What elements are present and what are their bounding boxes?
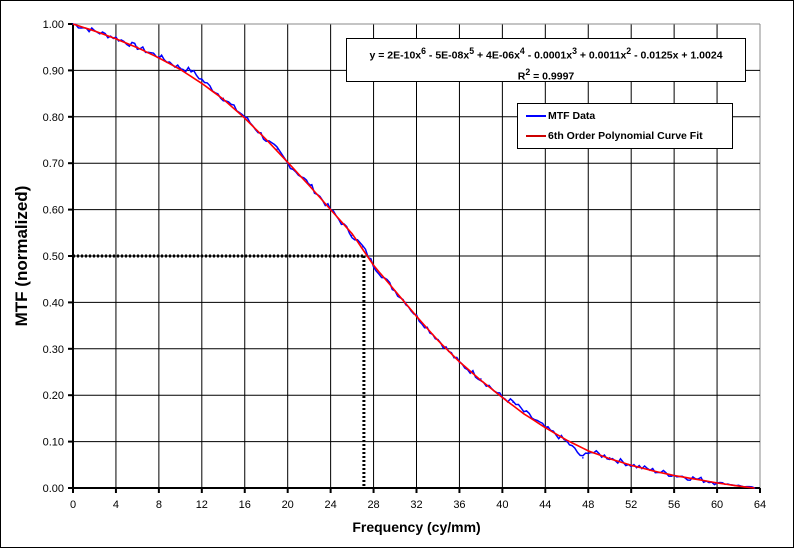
x-tick-label: 40 — [496, 499, 508, 511]
mtf-data-point — [190, 69, 192, 72]
eq-part: + 4E-06x — [474, 49, 520, 62]
x-tick-label: 20 — [282, 499, 294, 511]
eq-part: - 0.0001x — [524, 49, 573, 62]
x-tick-label: 64 — [754, 499, 766, 511]
x-axis-label: Frequency (cy/mm) — [352, 519, 480, 535]
y-tick-label: 0.90 — [43, 65, 64, 77]
legend-item-curve-fit: 6th Order Polynomial Curve Fit — [526, 130, 703, 142]
eq-part: - 0.0125x + 1.0024 — [631, 49, 723, 62]
x-tick-label: 24 — [325, 499, 337, 511]
eq-exp: 3 — [572, 46, 577, 56]
x-tick-label: 60 — [711, 499, 723, 511]
eq-part: y = 2E-10x — [369, 49, 422, 62]
y-tick-label: 0.50 — [43, 251, 64, 263]
r2-sup: 2 — [525, 66, 531, 77]
legend-swatch-red — [526, 135, 546, 137]
eq-part: - 5E-08x — [426, 49, 470, 62]
x-tick-label: 28 — [367, 499, 379, 511]
eq-exp: 4 — [519, 46, 525, 56]
eq-exp: 2 — [626, 46, 632, 56]
series-curve-fit-line — [72, 23, 755, 489]
r2-value: = 0.9997 — [530, 70, 575, 82]
trendline-equation-box: y = 2E-10x6 - 5E-08x5 + 4E-06x4 - 0.0001… — [346, 38, 746, 82]
y-tick-label: 0.10 — [43, 437, 64, 449]
x-tick-label: 12 — [196, 499, 208, 511]
x-tick-label: 16 — [239, 499, 251, 511]
r-squared-text: R2 = 0.9997 — [347, 64, 745, 85]
r2-prefix: R — [517, 70, 526, 82]
x-tick-label: 44 — [539, 499, 551, 511]
legend-label: MTF Data — [548, 110, 596, 122]
y-tick-label: 0.30 — [43, 344, 64, 356]
mtf-data-point — [512, 401, 514, 403]
y-tick-label: 0.20 — [43, 390, 64, 402]
x-tick-label: 4 — [113, 499, 119, 511]
mtf-data-point — [201, 78, 203, 81]
legend-item-mtf-data: MTF Data — [526, 110, 595, 122]
mtf-data-point — [362, 245, 364, 248]
y-tick-label: 1.00 — [43, 19, 64, 31]
eq-part: + 0.0011x — [576, 49, 627, 62]
x-tick-label: 0 — [70, 499, 76, 511]
x-tick-label: 8 — [156, 499, 162, 511]
mtf-data-point — [523, 410, 525, 413]
equation-text: y = 2E-10x6 - 5E-08x5 + 4E-06x4 - 0.0001… — [347, 43, 745, 64]
eq-exp: 5 — [469, 46, 475, 56]
legend-label: 6th Order Polynomial Curve Fit — [548, 130, 703, 142]
x-tick-label: 32 — [410, 499, 422, 511]
y-axis-label: MTF (normalized) — [12, 186, 31, 327]
y-tick-label: 0.00 — [43, 483, 64, 495]
y-tick-label: 0.40 — [43, 297, 64, 309]
y-tick-label: 0.70 — [43, 158, 64, 170]
y-tick-label: 0.80 — [43, 112, 64, 124]
x-tick-label: 56 — [668, 499, 680, 511]
x-tick-label: 36 — [453, 499, 465, 511]
mtf-data-point — [582, 457, 584, 459]
x-tick-label: 52 — [625, 499, 637, 511]
eq-exp: 6 — [421, 46, 426, 56]
legend: MTF Data 6th Order Polynomial Curve Fit — [517, 103, 733, 149]
y-tick-label: 0.60 — [43, 205, 64, 217]
legend-swatch-blue — [526, 115, 546, 117]
x-tick-label: 48 — [582, 499, 594, 511]
